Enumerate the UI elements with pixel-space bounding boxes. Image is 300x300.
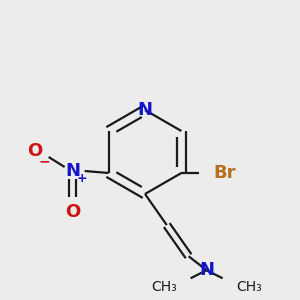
- Text: +: +: [76, 172, 87, 185]
- Text: N: N: [65, 162, 80, 180]
- Text: O: O: [65, 203, 80, 221]
- Text: CH₃: CH₃: [151, 280, 177, 294]
- Text: N: N: [199, 261, 214, 279]
- Text: O: O: [27, 142, 42, 160]
- Text: N: N: [137, 101, 152, 119]
- Text: −: −: [39, 154, 50, 168]
- Text: CH₃: CH₃: [237, 280, 262, 294]
- Text: Br: Br: [213, 164, 236, 182]
